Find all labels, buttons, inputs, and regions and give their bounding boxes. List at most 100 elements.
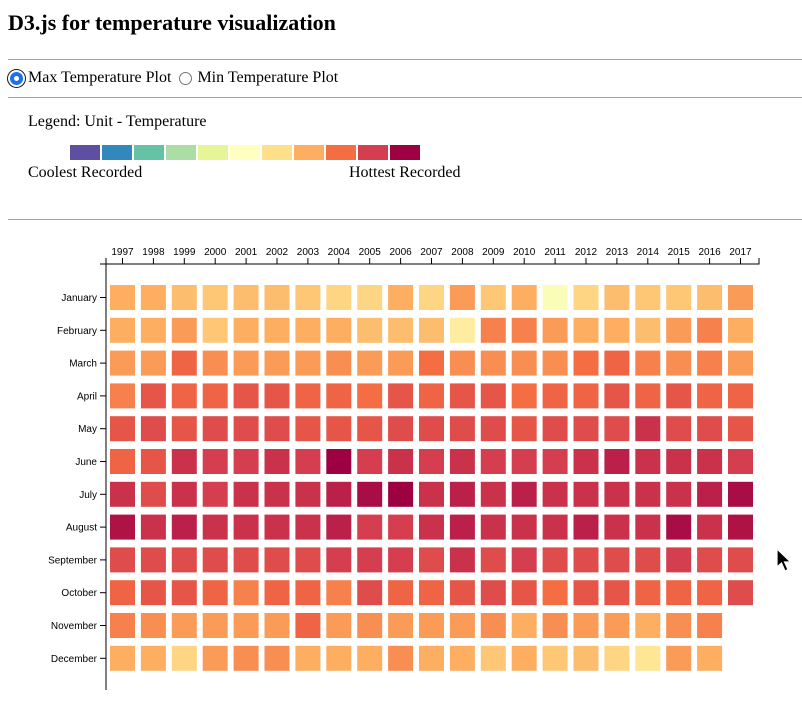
heatmap-cell[interactable] (728, 547, 753, 573)
heatmap-cell[interactable] (604, 613, 630, 638)
heatmap-cell[interactable] (511, 580, 537, 606)
heatmap-cell[interactable] (110, 645, 135, 671)
heatmap-cell[interactable] (728, 285, 753, 310)
heatmap-cell[interactable] (449, 514, 475, 540)
heatmap-cell[interactable] (604, 285, 630, 310)
heatmap-cell[interactable] (233, 285, 259, 310)
heatmap-cell[interactable] (202, 383, 228, 409)
heatmap-cell[interactable] (264, 317, 290, 343)
heatmap-cell[interactable] (357, 514, 383, 540)
heatmap-cell[interactable] (666, 383, 692, 409)
heatmap-cell[interactable] (140, 613, 166, 638)
heatmap-cell[interactable] (171, 350, 197, 376)
heatmap-cell[interactable] (449, 285, 475, 310)
heatmap-cell[interactable] (140, 383, 166, 409)
heatmap-cell[interactable] (573, 317, 599, 343)
heatmap-cell[interactable] (419, 416, 444, 442)
heatmap-cell[interactable] (326, 481, 352, 507)
heatmap-cell[interactable] (697, 449, 723, 474)
heatmap-cell[interactable] (233, 547, 259, 573)
heatmap-cell[interactable] (326, 645, 352, 671)
heatmap-cell[interactable] (357, 645, 383, 671)
heatmap-cell[interactable] (171, 514, 197, 540)
heatmap-cell[interactable] (326, 514, 352, 540)
heatmap-cell[interactable] (728, 383, 753, 409)
heatmap-cell[interactable] (202, 547, 228, 573)
heatmap-cell[interactable] (480, 285, 506, 310)
heatmap-cell[interactable] (110, 383, 135, 409)
heatmap-cell[interactable] (295, 613, 321, 638)
heatmap-cell[interactable] (110, 416, 135, 442)
heatmap-cell[interactable] (388, 514, 414, 540)
heatmap-cell[interactable] (264, 383, 290, 409)
heatmap-cell[interactable] (295, 416, 321, 442)
heatmap-cell[interactable] (295, 285, 321, 310)
heatmap-cell[interactable] (140, 317, 166, 343)
heatmap-cell[interactable] (635, 481, 661, 507)
heatmap-cell[interactable] (635, 645, 661, 671)
heatmap-cell[interactable] (326, 317, 352, 343)
heatmap-cell[interactable] (697, 383, 723, 409)
heatmap-cell[interactable] (449, 547, 475, 573)
heatmap-cell[interactable] (110, 481, 135, 507)
heatmap-cell[interactable] (604, 350, 630, 376)
heatmap-cell[interactable] (171, 645, 197, 671)
heatmap-cell[interactable] (697, 514, 723, 540)
heatmap-cell[interactable] (511, 317, 537, 343)
heatmap-cell[interactable] (171, 449, 197, 474)
heatmap-cell[interactable] (604, 580, 630, 606)
heatmap-cell[interactable] (511, 613, 537, 638)
heatmap-cell[interactable] (388, 285, 414, 310)
heatmap-cell[interactable] (728, 317, 753, 343)
heatmap-cell[interactable] (140, 645, 166, 671)
heatmap-cell[interactable] (326, 613, 352, 638)
heatmap-cell[interactable] (388, 580, 414, 606)
heatmap-cell[interactable] (604, 449, 630, 474)
heatmap-cell[interactable] (202, 514, 228, 540)
heatmap-cell[interactable] (140, 350, 166, 376)
heatmap-cell[interactable] (233, 317, 259, 343)
heatmap-cell[interactable] (728, 350, 753, 376)
heatmap-cell[interactable] (264, 645, 290, 671)
heatmap-cell[interactable] (728, 481, 753, 507)
heatmap-cell[interactable] (357, 481, 383, 507)
heatmap-cell[interactable] (542, 514, 568, 540)
heatmap-cell[interactable] (388, 350, 414, 376)
heatmap-cell[interactable] (449, 580, 475, 606)
heatmap-cell[interactable] (697, 580, 723, 606)
heatmap-cell[interactable] (357, 580, 383, 606)
heatmap-cell[interactable] (542, 383, 568, 409)
heatmap-cell[interactable] (264, 285, 290, 310)
heatmap-cell[interactable] (542, 350, 568, 376)
heatmap-cell[interactable] (480, 645, 506, 671)
heatmap-cell[interactable] (171, 285, 197, 310)
heatmap-cell[interactable] (511, 350, 537, 376)
heatmap-cell[interactable] (419, 350, 444, 376)
heatmap-cell[interactable] (419, 449, 444, 474)
heatmap-cell[interactable] (264, 481, 290, 507)
heatmap-cell[interactable] (233, 580, 259, 606)
heatmap-cell[interactable] (295, 645, 321, 671)
heatmap-cell[interactable] (635, 416, 661, 442)
heatmap-cell[interactable] (480, 514, 506, 540)
heatmap-cell[interactable] (110, 547, 135, 573)
heatmap-cell[interactable] (666, 580, 692, 606)
heatmap-cell[interactable] (110, 285, 135, 310)
heatmap-cell[interactable] (295, 350, 321, 376)
heatmap-cell[interactable] (728, 580, 753, 606)
heatmap-cell[interactable] (326, 285, 352, 310)
heatmap-cell[interactable] (511, 285, 537, 310)
heatmap-cell[interactable] (419, 514, 444, 540)
heatmap-cell[interactable] (697, 645, 723, 671)
heatmap-cell[interactable] (110, 580, 135, 606)
heatmap-cell[interactable] (357, 383, 383, 409)
heatmap-cell[interactable] (480, 317, 506, 343)
heatmap-cell[interactable] (666, 613, 692, 638)
heatmap-cell[interactable] (233, 613, 259, 638)
heatmap-cell[interactable] (202, 580, 228, 606)
heatmap-cell[interactable] (697, 350, 723, 376)
heatmap-cell[interactable] (542, 645, 568, 671)
heatmap-cell[interactable] (542, 613, 568, 638)
heatmap-cell[interactable] (388, 481, 414, 507)
radio-checked-icon[interactable] (10, 71, 23, 85)
